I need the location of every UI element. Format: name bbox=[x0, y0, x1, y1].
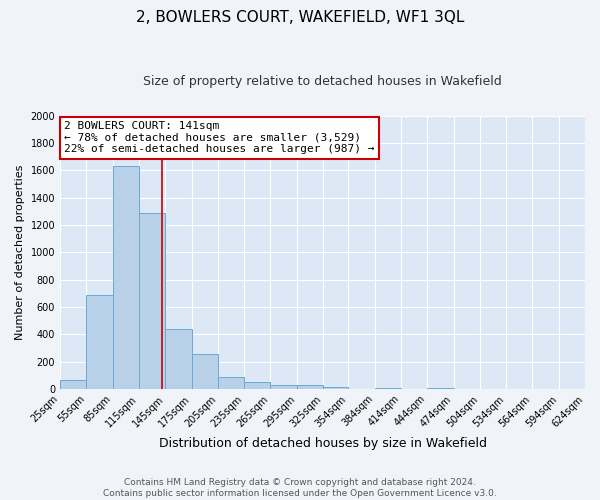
Bar bbox=[218, 376, 244, 389]
Text: Contains HM Land Registry data © Crown copyright and database right 2024.
Contai: Contains HM Land Registry data © Crown c… bbox=[103, 478, 497, 498]
Bar bbox=[296, 386, 323, 389]
Bar bbox=[374, 388, 401, 389]
Bar bbox=[113, 166, 139, 389]
Bar bbox=[139, 214, 165, 389]
Bar bbox=[86, 294, 113, 389]
X-axis label: Distribution of detached houses by size in Wakefield: Distribution of detached houses by size … bbox=[158, 437, 487, 450]
Bar bbox=[244, 382, 271, 389]
Bar bbox=[427, 388, 454, 389]
Bar bbox=[271, 385, 296, 389]
Bar bbox=[60, 380, 86, 389]
Bar bbox=[323, 387, 349, 389]
Y-axis label: Number of detached properties: Number of detached properties bbox=[15, 164, 25, 340]
Text: 2 BOWLERS COURT: 141sqm
← 78% of detached houses are smaller (3,529)
22% of semi: 2 BOWLERS COURT: 141sqm ← 78% of detache… bbox=[64, 121, 375, 154]
Bar bbox=[165, 330, 191, 389]
Bar bbox=[191, 354, 218, 389]
Title: Size of property relative to detached houses in Wakefield: Size of property relative to detached ho… bbox=[143, 75, 502, 88]
Text: 2, BOWLERS COURT, WAKEFIELD, WF1 3QL: 2, BOWLERS COURT, WAKEFIELD, WF1 3QL bbox=[136, 10, 464, 25]
